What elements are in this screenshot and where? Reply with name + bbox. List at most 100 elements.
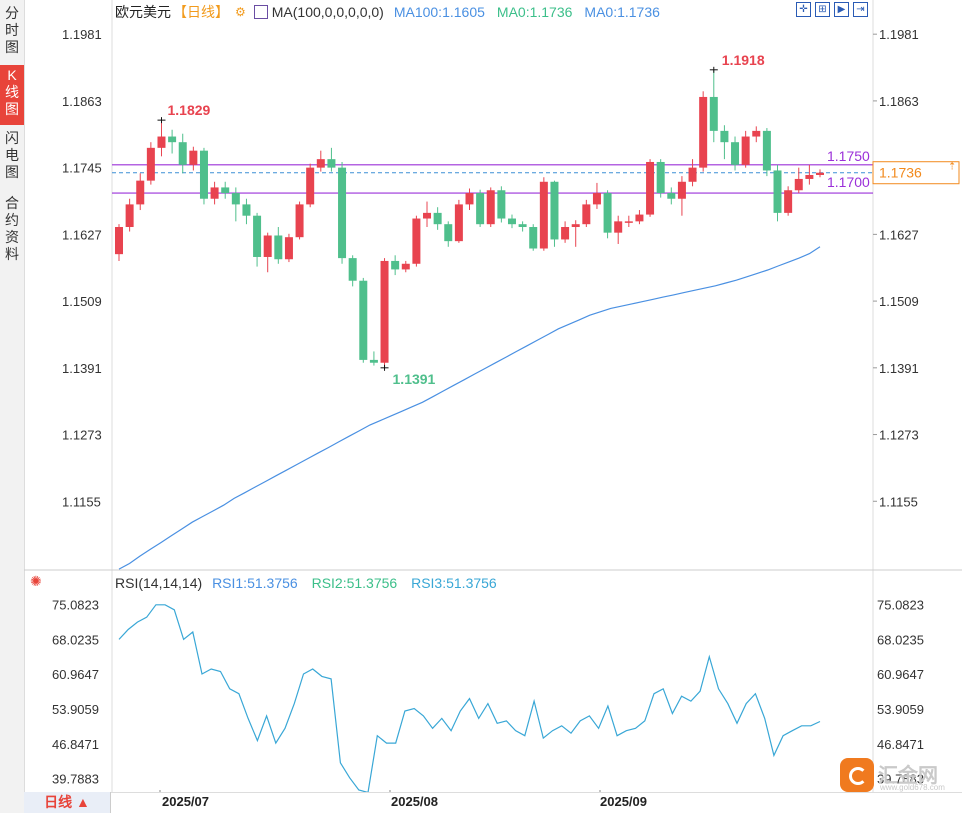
candle-body (582, 204, 591, 225)
ma100-value: MA100:1.1605 (393, 4, 485, 20)
candle-body (369, 359, 378, 363)
crosshair-icon[interactable]: ✛ (796, 2, 811, 17)
candle-body (624, 221, 633, 223)
rsi-tick-right: 75.0823 (877, 597, 924, 612)
rsi-tick-left: 68.0235 (52, 632, 99, 647)
tab-kline-char: K (7, 67, 17, 83)
rsi-settings-icon[interactable]: ✺ (30, 573, 42, 589)
candle-body (454, 204, 463, 242)
candle-body (433, 212, 442, 225)
candle-body (221, 187, 230, 194)
candle-body (773, 170, 782, 213)
candle-body (507, 218, 516, 225)
tab-flash[interactable]: 闪电图 (0, 130, 24, 185)
rsi-tick-left: 60.9647 (52, 667, 99, 682)
rsi-tick-left: 46.8471 (52, 737, 99, 752)
tab-kline-char: 图 (5, 101, 19, 117)
tab-contract-info[interactable]: 合约资料 (0, 195, 24, 267)
tab-timeshare-char: 图 (5, 39, 19, 55)
tab-contract-char: 合 (5, 195, 19, 211)
y-tick-left: 1.1863 (62, 94, 102, 109)
price-arrow-icon: ⇡ (948, 162, 956, 173)
rsi3-value: RSI3:51.3756 (411, 575, 497, 591)
candle-body (327, 159, 336, 168)
rsi-tick-left: 75.0823 (52, 597, 99, 612)
y-tick-right: 1.1863 (879, 94, 919, 109)
tab-flash-char: 图 (5, 164, 19, 180)
period-label[interactable]: 【日线】 (173, 4, 229, 20)
candle-body (709, 96, 718, 131)
tab-contract-char: 资 (5, 229, 19, 245)
y-tick-right: 1.1155 (879, 494, 918, 509)
step-icon[interactable]: ⇥ (853, 2, 868, 17)
candle-body (136, 180, 145, 205)
candle-body (178, 142, 187, 165)
candle-body (571, 224, 580, 228)
candle-body (731, 142, 740, 165)
candle-body (561, 227, 570, 240)
current-price-box (872, 161, 960, 185)
candle-body (614, 221, 623, 233)
candle-body (465, 193, 474, 205)
zoom-in-icon[interactable]: ⊞ (815, 2, 830, 17)
candle-body (242, 204, 251, 216)
candle-body (529, 227, 538, 249)
rsi-tick-left: 39.7883 (52, 772, 99, 787)
x-label-sep: 2025/09 (600, 794, 647, 809)
h-line-label: 1.1750 (827, 148, 870, 164)
candle-body (125, 204, 134, 228)
candle-body (762, 130, 771, 171)
candle-body (805, 174, 814, 179)
y-tick-left: 1.1155 (62, 494, 101, 509)
x-label-aug: 2025/08 (391, 794, 438, 809)
chart-header: 欧元美元 【日线】 ⚙ MA(100,0,0,0,0,0) MA100:1.16… (115, 2, 660, 22)
y-tick-right: 1.1509 (879, 294, 919, 309)
candle-body (497, 190, 506, 219)
gear-icon[interactable]: ⚙ (235, 5, 246, 19)
candle-body (306, 167, 315, 205)
symbol-name: 欧元美元 (115, 4, 171, 20)
annotation-label: 1.1391 (393, 371, 436, 387)
candle-body (210, 187, 219, 199)
candle-body (677, 181, 686, 199)
candle-body (274, 235, 283, 260)
rsi-line (118, 604, 821, 794)
rsi-tick-right: 53.9059 (877, 702, 924, 717)
tab-kline-char: 线 (5, 84, 19, 100)
x-label-jul: 2025/07 (162, 794, 209, 809)
annotation-label: 1.1918 (722, 52, 765, 68)
period-selector[interactable]: 日线 ▲ (24, 792, 111, 813)
y-tick-left: 1.1981 (62, 27, 102, 42)
time-axis (24, 792, 962, 814)
rsi-tick-left: 53.9059 (52, 702, 99, 717)
candle-body (752, 130, 761, 137)
y-tick-left: 1.1627 (62, 227, 102, 242)
candle-body (816, 172, 824, 175)
logo-url: www.gold678.com (880, 783, 945, 792)
ma-indicator-icon[interactable] (253, 5, 268, 19)
candle-body (656, 161, 665, 194)
candle-body (646, 161, 655, 215)
play-icon[interactable]: ▶ (834, 2, 849, 17)
y-tick-right: 1.1391 (879, 361, 919, 376)
candle-body (199, 150, 208, 199)
tab-timeshare-char: 时 (5, 22, 19, 38)
candle-body (263, 235, 272, 257)
candle-body (720, 130, 729, 143)
tab-contract-char: 约 (5, 212, 19, 228)
candle-body (444, 224, 453, 242)
site-logo: 汇金网 www.gold678.com (840, 755, 955, 795)
candle-body (688, 167, 697, 182)
tab-timeshare[interactable]: 分时图 (0, 5, 24, 60)
candle-body (794, 178, 803, 191)
y-tick-right: 1.1745 (879, 161, 919, 176)
tab-flash-char: 电 (5, 147, 19, 163)
y-tick-right: 1.1627 (879, 227, 919, 242)
candle-body (253, 215, 262, 257)
candle-body (412, 218, 421, 264)
ma0-value-a: MA0:1.1736 (496, 4, 573, 20)
y-tick-left: 1.1391 (62, 361, 102, 376)
ma-params[interactable]: MA(100,0,0,0,0,0) (271, 4, 384, 20)
